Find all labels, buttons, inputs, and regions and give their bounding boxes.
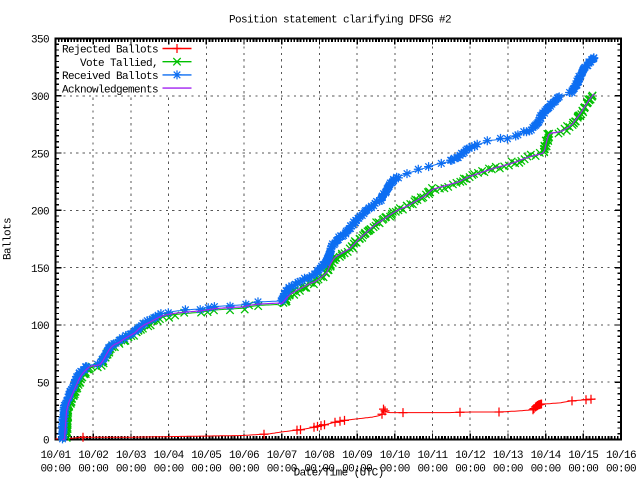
svg-text:00:00: 00:00 [304, 464, 334, 476]
svg-text:00:00: 00:00 [116, 464, 146, 476]
svg-text:Ballots: Ballots [3, 218, 15, 260]
svg-text:00:00: 00:00 [154, 464, 184, 476]
svg-text:00:00: 00:00 [606, 464, 636, 476]
svg-text:00:00: 00:00 [493, 464, 523, 476]
svg-text:10/02: 10/02 [78, 450, 108, 462]
svg-text:10/16: 10/16 [606, 450, 636, 462]
svg-text:10/09: 10/09 [342, 450, 372, 462]
svg-text:10/14: 10/14 [531, 450, 562, 462]
svg-text:00:00: 00:00 [568, 464, 598, 476]
svg-text:10/13: 10/13 [493, 450, 523, 462]
svg-text:350: 350 [31, 35, 49, 47]
svg-text:10/01: 10/01 [40, 450, 71, 462]
svg-text:150: 150 [31, 264, 49, 276]
svg-text:10/10: 10/10 [380, 450, 410, 462]
svg-text:0: 0 [43, 436, 49, 448]
svg-text:Rejected Ballots: Rejected Ballots [62, 45, 158, 57]
svg-text:Acknowledgements: Acknowledgements [62, 84, 158, 96]
svg-text:00:00: 00:00 [40, 464, 70, 476]
svg-text:10/08: 10/08 [304, 450, 334, 462]
svg-text:00:00: 00:00 [229, 464, 259, 476]
svg-text:10/06: 10/06 [229, 450, 259, 462]
svg-text:10/07: 10/07 [267, 450, 297, 462]
svg-text:00:00: 00:00 [342, 464, 372, 476]
svg-text:10/11: 10/11 [417, 450, 448, 462]
svg-text:Date/Time (UTC): Date/Time (UTC) [294, 468, 384, 480]
svg-text:00:00: 00:00 [191, 464, 221, 476]
svg-text:00:00: 00:00 [380, 464, 410, 476]
svg-text:100: 100 [31, 321, 49, 333]
svg-text:300: 300 [31, 92, 49, 104]
svg-text:00:00: 00:00 [417, 464, 447, 476]
svg-text:10/15: 10/15 [568, 450, 598, 462]
svg-text:00:00: 00:00 [267, 464, 297, 476]
svg-text:10/04: 10/04 [154, 450, 185, 462]
svg-text:10/05: 10/05 [191, 450, 221, 462]
svg-text:10/12: 10/12 [455, 450, 485, 462]
svg-text:00:00: 00:00 [455, 464, 485, 476]
svg-text:200: 200 [31, 207, 49, 219]
svg-text:Received Ballots: Received Ballots [62, 71, 158, 83]
svg-text:50: 50 [37, 378, 49, 390]
svg-text:Vote Tallied,: Vote Tallied, [80, 58, 158, 70]
svg-text:Position statement clarifying: Position statement clarifying DFSG #2 [229, 15, 451, 27]
svg-text:10/03: 10/03 [116, 450, 146, 462]
svg-text:00:00: 00:00 [531, 464, 561, 476]
svg-text:250: 250 [31, 149, 49, 161]
svg-text:00:00: 00:00 [78, 464, 108, 476]
